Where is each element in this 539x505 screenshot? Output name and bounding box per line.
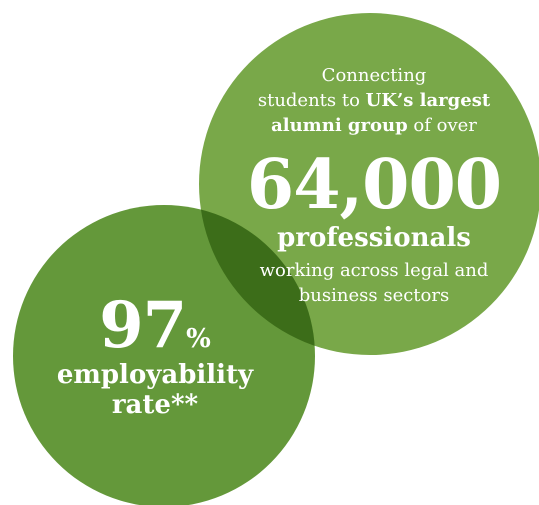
- employability-label: employability rate**: [30, 360, 280, 420]
- intro-line-1: Connecting: [321, 65, 427, 86]
- alumni-intro: Connecting students to UK’s largest alum…: [240, 63, 508, 138]
- sectors-line-2: business sectors: [298, 285, 450, 306]
- employability-label-line-2: rate**: [111, 390, 199, 420]
- alumni-sectors: working across legal and business sector…: [240, 258, 508, 308]
- sectors-line-1: working across legal and: [259, 260, 489, 281]
- percent-sign: %: [186, 324, 211, 354]
- intro-line-3: alumni group of over: [271, 115, 477, 136]
- intro-line-2: students to UK’s largest: [257, 90, 491, 111]
- bubble-overlap: [199, 205, 315, 355]
- employability-percentage: 97%: [30, 290, 280, 378]
- employability-label-line-1: employability: [56, 360, 254, 390]
- employability-number: 97: [99, 288, 187, 363]
- alumni-count-label: professionals: [277, 223, 471, 253]
- alumni-count: 64,000: [246, 145, 502, 225]
